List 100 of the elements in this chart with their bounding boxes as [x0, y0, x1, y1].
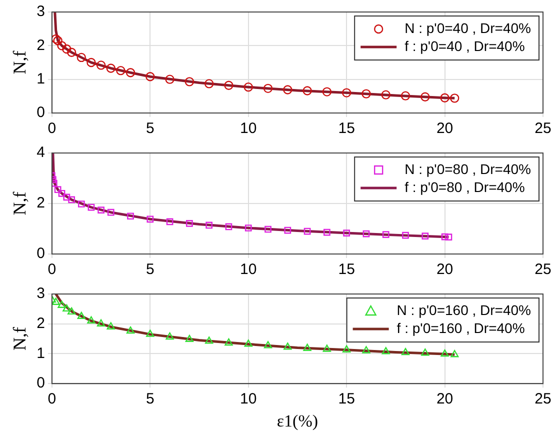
point	[58, 300, 66, 308]
point	[127, 212, 134, 220]
point	[450, 94, 460, 103]
y-axis-title: N,f	[10, 327, 30, 351]
y-tick-label: 3	[36, 285, 45, 302]
y-tick-label: 0	[36, 374, 45, 392]
point	[303, 344, 312, 351]
point	[342, 345, 351, 352]
legend-label: f : p'0=80 , Dr=40%	[404, 178, 525, 195]
point	[86, 58, 96, 68]
legend-label: f : p'0=40 , Dr=40%	[404, 38, 525, 54]
point	[304, 228, 311, 235]
point	[57, 41, 66, 50]
point	[264, 226, 272, 233]
point	[401, 348, 410, 356]
point	[206, 222, 213, 229]
point	[421, 348, 430, 356]
legend-label: f : p'0=160 , Dr=40%	[396, 320, 525, 336]
point	[68, 307, 76, 315]
point	[302, 86, 312, 96]
x-tick-label: 25	[534, 261, 552, 278]
point	[53, 36, 62, 46]
y-tick-label: 2	[36, 315, 45, 332]
x-tick-label: 5	[146, 261, 154, 278]
point	[87, 316, 96, 324]
point	[76, 52, 86, 62]
point	[106, 64, 116, 73]
point	[52, 34, 60, 44]
x-tick-label: 0	[48, 390, 56, 408]
point	[224, 80, 234, 90]
point	[441, 233, 448, 240]
point	[66, 48, 76, 57]
point	[77, 312, 86, 319]
point	[263, 84, 273, 94]
point	[440, 349, 449, 357]
point	[284, 226, 292, 234]
x-tick-label: 10	[240, 390, 257, 408]
point	[382, 231, 390, 238]
point	[185, 334, 194, 342]
point	[382, 347, 390, 354]
point	[63, 194, 70, 201]
x-tick-label: 15	[338, 390, 355, 408]
x-tick-label: 0	[48, 261, 56, 278]
point	[116, 66, 126, 76]
point	[402, 232, 409, 239]
x-tick-label: 5	[146, 390, 154, 408]
point	[422, 232, 429, 240]
point	[96, 319, 106, 326]
point	[400, 91, 410, 100]
point	[322, 344, 331, 352]
point	[107, 208, 114, 216]
point	[96, 60, 106, 70]
point	[244, 82, 253, 92]
point	[224, 338, 233, 346]
point	[450, 350, 459, 358]
x-tick-label: 25	[534, 390, 552, 408]
y-tick-label: 3	[36, 3, 45, 20]
point	[126, 68, 136, 78]
point	[205, 336, 214, 344]
x-tick-label: 15	[338, 120, 355, 138]
x-tick-label: 10	[240, 261, 257, 278]
point	[264, 341, 272, 348]
point	[445, 234, 452, 241]
point	[343, 230, 350, 236]
y-tick-label: 1	[36, 70, 45, 88]
x-tick-label: 10	[240, 120, 257, 138]
x-tick-label: 20	[436, 390, 454, 408]
point	[88, 204, 95, 211]
x-tick-label: 15	[338, 261, 355, 278]
y-axis-title: N,f	[10, 50, 30, 74]
point	[381, 90, 390, 100]
point	[283, 85, 292, 94]
point	[362, 230, 370, 238]
point	[62, 304, 71, 312]
legend-label: N : p'0=40 , Dr=40%	[404, 20, 532, 36]
point	[52, 298, 60, 305]
point	[146, 330, 154, 337]
point	[244, 224, 252, 232]
point	[362, 89, 371, 98]
y-tick-label: 2	[36, 194, 45, 212]
y-tick-label: 0	[36, 104, 45, 122]
x-axis-title: ε1(%)	[276, 411, 318, 430]
x-tick-label: 20	[436, 261, 454, 278]
x-tick-label: 0	[48, 120, 56, 138]
point	[146, 72, 155, 82]
y-tick-label: 0	[36, 245, 45, 262]
point	[186, 220, 193, 227]
point	[106, 322, 115, 330]
point	[126, 326, 135, 334]
point	[68, 196, 76, 204]
point	[165, 74, 174, 84]
x-tick-label: 20	[436, 120, 454, 138]
point	[244, 340, 252, 347]
y-tick-label: 2	[36, 36, 45, 54]
y-axis-title: N,f	[10, 192, 30, 216]
x-tick-label: 5	[146, 120, 154, 138]
point	[52, 180, 58, 187]
point	[58, 190, 66, 197]
point	[342, 88, 352, 98]
y-tick-label: 1	[36, 344, 45, 362]
